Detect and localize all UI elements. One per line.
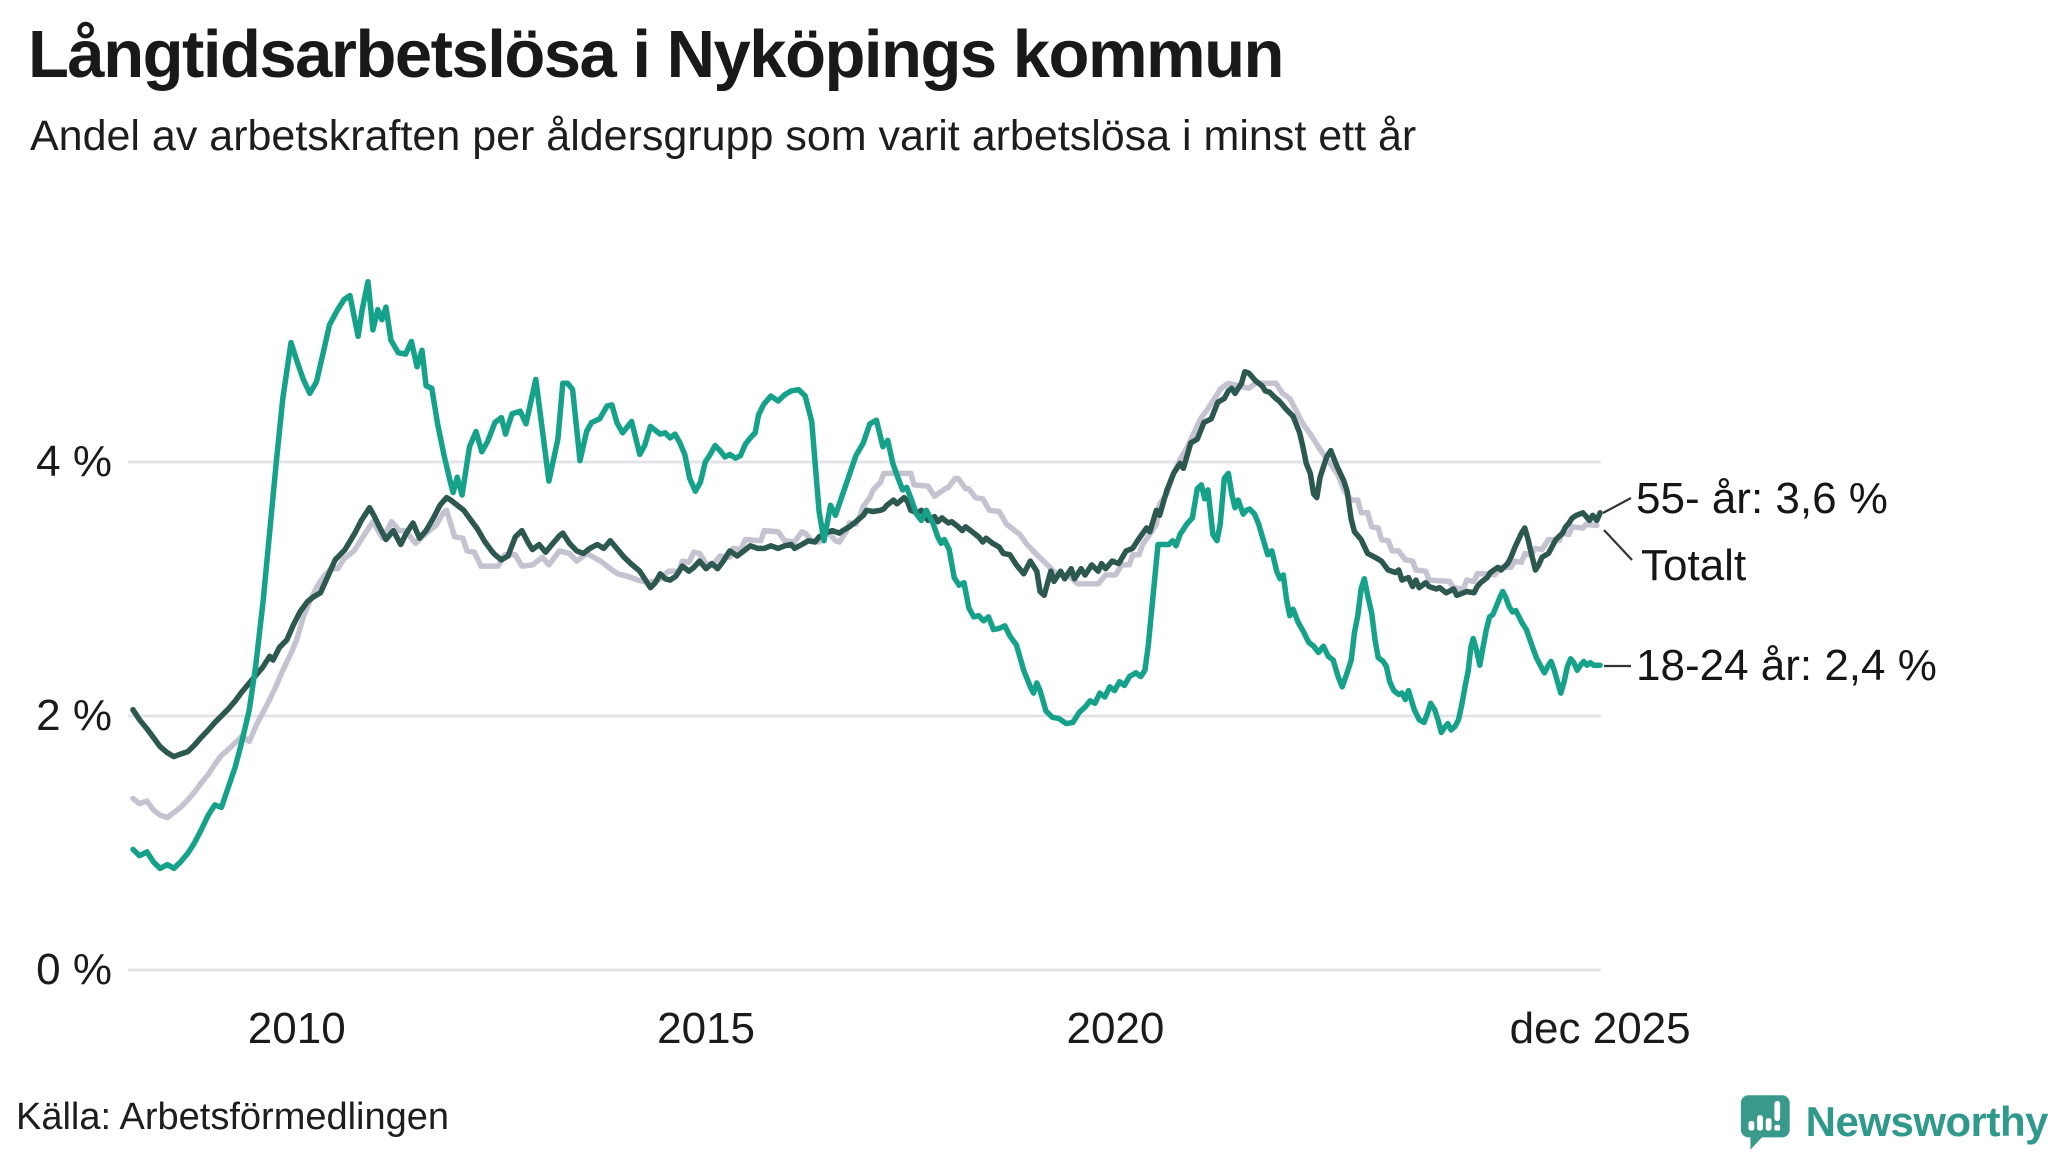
annotation-connectors xyxy=(1602,497,1633,668)
annotation-55-ar: 55- år: 3,6 % xyxy=(1636,474,1888,523)
source-note: Källa: Arbetsförmedlingen xyxy=(16,1096,450,1138)
connector-totalt xyxy=(1603,529,1633,561)
y-axis-label-4: 4 % xyxy=(36,437,112,486)
annotation-totalt: Totalt xyxy=(1641,541,1747,590)
newsworthy-wordmark: Newsworthy xyxy=(1805,1098,2048,1145)
series-line-totalt xyxy=(130,380,1600,821)
connector-55-ar xyxy=(1602,497,1632,514)
x-axis-label-2015: 2015 xyxy=(657,1004,756,1053)
series-group xyxy=(130,278,1603,872)
y-axis-label-2: 2 % xyxy=(36,691,112,740)
series-line-55-ar xyxy=(130,369,1603,760)
page-title: Långtidsarbetslösa i Nyköpings kommun xyxy=(28,17,1284,92)
newsworthy-icon xyxy=(1740,1095,1790,1150)
x-axis-label-2020: 2020 xyxy=(1066,1004,1165,1053)
x-axis-label-dec-2025: dec 2025 xyxy=(1509,1004,1691,1053)
y-axis-label-0: 0 % xyxy=(36,945,112,994)
page-subtitle: Andel av arbetskraften per åldersgrupp s… xyxy=(30,112,1417,160)
newsworthy-logo: Newsworthy xyxy=(1738,1092,2048,1152)
annotation-18-24-ar: 18-24 år: 2,4 % xyxy=(1636,641,1937,690)
gridlines-group xyxy=(128,460,1601,972)
x-axis-label-2010: 2010 xyxy=(247,1004,346,1053)
series-line-18-24-ar xyxy=(130,278,1603,872)
